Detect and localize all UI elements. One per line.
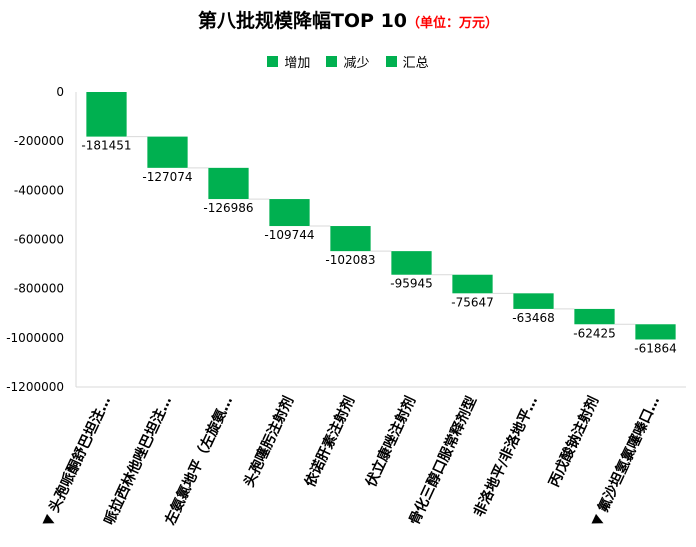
data-label: -75647 xyxy=(451,295,494,309)
y-tick-label: -1200000 xyxy=(6,380,64,394)
y-tick-label: -1000000 xyxy=(6,331,64,345)
data-label: -63468 xyxy=(512,311,555,325)
data-label: -102083 xyxy=(325,253,375,267)
y-tick-label: -800000 xyxy=(14,282,64,296)
legend-item-total: 汇总 xyxy=(385,52,429,71)
waterfall-bar xyxy=(208,167,249,200)
data-label: -95945 xyxy=(390,277,433,291)
data-label: -109744 xyxy=(264,228,314,242)
data-label: -126986 xyxy=(203,201,253,215)
y-tick-label: -200000 xyxy=(14,134,64,148)
legend-item-decrease: 减少 xyxy=(326,52,370,71)
waterfall-bar xyxy=(574,308,615,325)
x-tick-label: 伏立康唑注射剂 xyxy=(362,394,419,490)
legend-label-decrease: 减少 xyxy=(343,56,370,71)
data-label: -62425 xyxy=(573,326,616,340)
waterfall-bar xyxy=(513,293,554,309)
chart-title: 第八批规模降幅TOP 10（单位：万元） xyxy=(0,6,696,33)
waterfall-bar xyxy=(269,199,310,227)
legend-label-increase: 增加 xyxy=(284,56,311,71)
legend-swatch-total xyxy=(385,56,397,67)
x-tick-label: 骨化三醇口服常释剂型 xyxy=(406,394,481,528)
chart-title-unit: （单位：万元） xyxy=(407,16,499,31)
data-label: -61864 xyxy=(634,341,677,355)
x-tick-label: 头孢噻肟注射剂 xyxy=(240,394,297,490)
waterfall-bar xyxy=(86,92,127,137)
waterfall-bar xyxy=(452,274,493,294)
legend-swatch-increase xyxy=(267,56,279,67)
waterfall-bar xyxy=(391,251,432,275)
chart-legend: 增加 减少 汇总 xyxy=(0,52,696,71)
y-tick-label: -400000 xyxy=(14,183,64,197)
legend-item-increase: 增加 xyxy=(267,52,310,71)
x-tick-label: 哌拉西林他唑巴坦注… xyxy=(101,394,176,528)
y-tick-label: 0 xyxy=(56,85,64,99)
chart-title-main: 第八批规模降幅TOP 10 xyxy=(197,10,408,32)
x-tick-label: 丙戊酸钠注射剂 xyxy=(545,394,602,490)
y-tick-label: -600000 xyxy=(14,233,64,247)
x-tick-label: ▼ 氟沙坦氢氯噻嗪口… xyxy=(588,394,663,530)
x-tick-label: ▼ 头孢哌酮舒巴坦注… xyxy=(39,394,114,530)
waterfall-bar xyxy=(147,136,188,168)
data-label: -181451 xyxy=(81,139,131,153)
x-tick-label: 依诺肝素注射剂 xyxy=(301,394,358,490)
x-tick-label: 非洛地平/非洛地平… xyxy=(470,394,541,520)
data-label: -127074 xyxy=(142,170,192,184)
x-tick-label: 左氨氯地平（左旋氨… xyxy=(161,394,236,529)
waterfall-bar xyxy=(635,324,676,340)
legend-label-total: 汇总 xyxy=(402,56,429,71)
legend-swatch-decrease xyxy=(326,56,338,67)
waterfall-bar xyxy=(330,226,371,252)
